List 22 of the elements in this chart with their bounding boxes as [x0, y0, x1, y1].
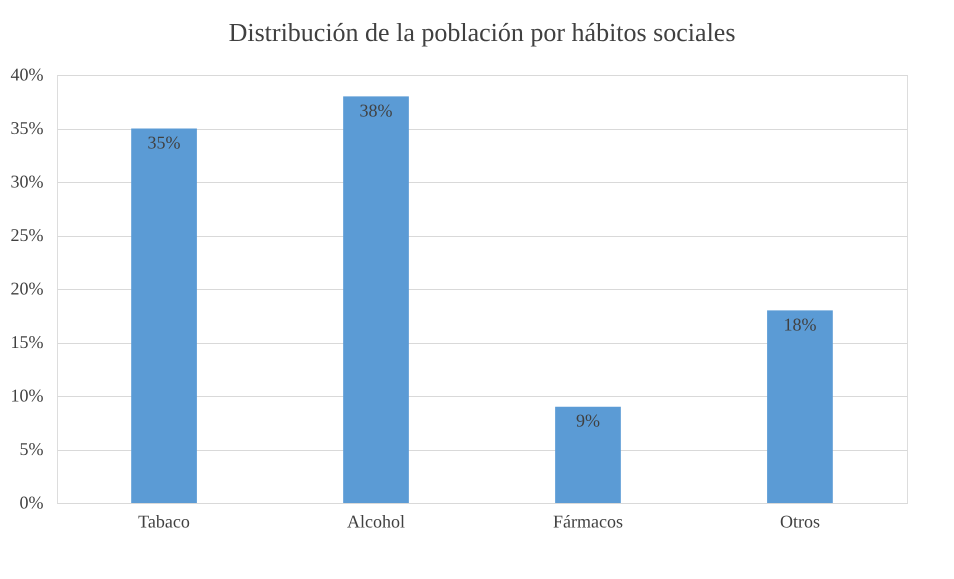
y-tick-label: 35%	[10, 118, 44, 138]
data-label: 18%	[783, 314, 816, 334]
data-label: 38%	[360, 100, 393, 120]
bar	[767, 310, 833, 503]
x-tick-label: Otros	[780, 512, 820, 532]
y-tick-label: 20%	[10, 278, 44, 298]
bar	[555, 406, 621, 503]
data-label: 9%	[576, 410, 600, 431]
data-label: 35%	[148, 132, 181, 152]
x-tick-label: Tabaco	[138, 512, 190, 532]
y-tick-label: 25%	[10, 225, 44, 245]
y-tick-label: 10%	[10, 386, 44, 406]
y-tick-label: 40%	[10, 64, 44, 84]
x-tick-label: Fármacos	[552, 512, 623, 532]
bar	[343, 96, 409, 503]
bar	[131, 128, 197, 503]
y-tick-label: 15%	[10, 332, 44, 352]
chart-title: Distribución de la población por hábitos sociales	[228, 18, 736, 47]
y-tick-label: 30%	[10, 172, 44, 192]
x-tick-label: Alcohol	[347, 512, 406, 532]
y-tick-label: 5%	[20, 439, 44, 459]
y-tick-label: 0%	[20, 492, 44, 512]
